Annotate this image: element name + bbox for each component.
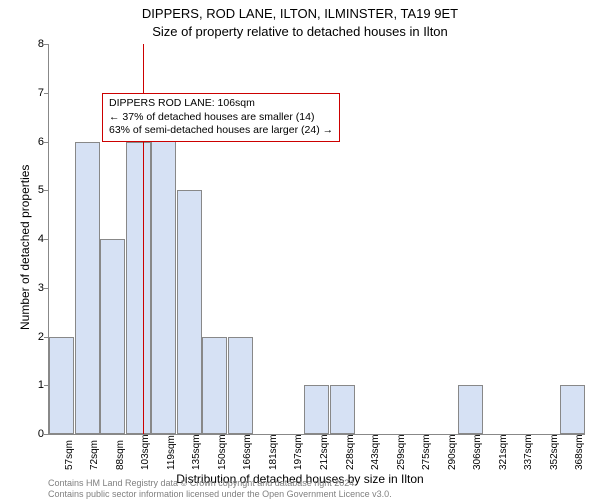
footer-line-1: Contains HM Land Registry data © Crown c… bbox=[48, 478, 392, 489]
chart-container: DIPPERS, ROD LANE, ILTON, ILMINSTER, TA1… bbox=[0, 0, 600, 500]
bar bbox=[75, 142, 100, 435]
x-tick-label: 228sqm bbox=[345, 434, 356, 470]
annotation-box: DIPPERS ROD LANE: 106sqm ← 37% of detach… bbox=[102, 93, 340, 142]
x-tick-label: 57sqm bbox=[64, 440, 75, 470]
x-tick-label: 212sqm bbox=[319, 434, 330, 470]
y-tick-mark bbox=[44, 337, 48, 338]
bar bbox=[100, 239, 125, 434]
footer-line-2: Contains public sector information licen… bbox=[48, 489, 392, 500]
x-tick-label: 72sqm bbox=[89, 440, 100, 470]
y-tick-mark bbox=[44, 44, 48, 45]
y-tick-mark bbox=[44, 142, 48, 143]
chart-title: DIPPERS, ROD LANE, ILTON, ILMINSTER, TA1… bbox=[0, 6, 600, 21]
annotation-line-2: ← 37% of detached houses are smaller (14… bbox=[109, 111, 333, 125]
y-tick-mark bbox=[44, 385, 48, 386]
y-tick-mark bbox=[44, 239, 48, 240]
x-tick-label: 150sqm bbox=[217, 434, 228, 470]
x-tick-label: 259sqm bbox=[396, 434, 407, 470]
x-tick-label: 352sqm bbox=[549, 434, 560, 470]
y-tick-mark bbox=[44, 434, 48, 435]
x-tick-label: 135sqm bbox=[191, 434, 202, 470]
y-tick-label: 5 bbox=[30, 184, 44, 196]
y-tick-label: 6 bbox=[30, 136, 44, 148]
x-tick-label: 290sqm bbox=[447, 434, 458, 470]
bar bbox=[330, 385, 355, 434]
y-tick-label: 4 bbox=[30, 233, 44, 245]
y-tick-label: 8 bbox=[30, 38, 44, 50]
bar bbox=[304, 385, 329, 434]
footer-text: Contains HM Land Registry data © Crown c… bbox=[48, 478, 392, 500]
x-tick-label: 88sqm bbox=[115, 440, 126, 470]
x-tick-label: 197sqm bbox=[293, 434, 304, 470]
bar bbox=[126, 142, 151, 435]
chart-subtitle: Size of property relative to detached ho… bbox=[0, 24, 600, 39]
x-tick-label: 119sqm bbox=[166, 435, 177, 470]
y-tick-label: 0 bbox=[30, 428, 44, 440]
bar bbox=[228, 337, 253, 435]
bar bbox=[177, 190, 202, 434]
plot-area: DIPPERS ROD LANE: 106sqm ← 37% of detach… bbox=[48, 44, 585, 435]
annotation-line-3: 63% of semi-detached houses are larger (… bbox=[109, 124, 333, 138]
bar bbox=[151, 93, 176, 434]
y-tick-mark bbox=[44, 288, 48, 289]
bar bbox=[458, 385, 483, 434]
y-tick-label: 3 bbox=[30, 282, 44, 294]
annotation-line-1: DIPPERS ROD LANE: 106sqm bbox=[109, 97, 333, 111]
y-tick-label: 1 bbox=[30, 379, 44, 391]
y-tick-label: 2 bbox=[30, 331, 44, 343]
x-tick-label: 181sqm bbox=[268, 434, 279, 470]
y-tick-label: 7 bbox=[30, 87, 44, 99]
x-tick-label: 275sqm bbox=[421, 434, 432, 470]
bar bbox=[202, 337, 227, 435]
x-tick-label: 243sqm bbox=[370, 434, 381, 470]
y-tick-mark bbox=[44, 190, 48, 191]
x-tick-label: 321sqm bbox=[498, 434, 509, 470]
bar bbox=[560, 385, 585, 434]
x-tick-label: 368sqm bbox=[574, 434, 585, 470]
bar bbox=[49, 337, 74, 435]
x-tick-label: 306sqm bbox=[472, 434, 483, 470]
x-tick-label: 103sqm bbox=[140, 434, 151, 470]
y-tick-mark bbox=[44, 93, 48, 94]
x-tick-label: 166sqm bbox=[242, 434, 253, 470]
x-tick-label: 337sqm bbox=[523, 434, 534, 470]
